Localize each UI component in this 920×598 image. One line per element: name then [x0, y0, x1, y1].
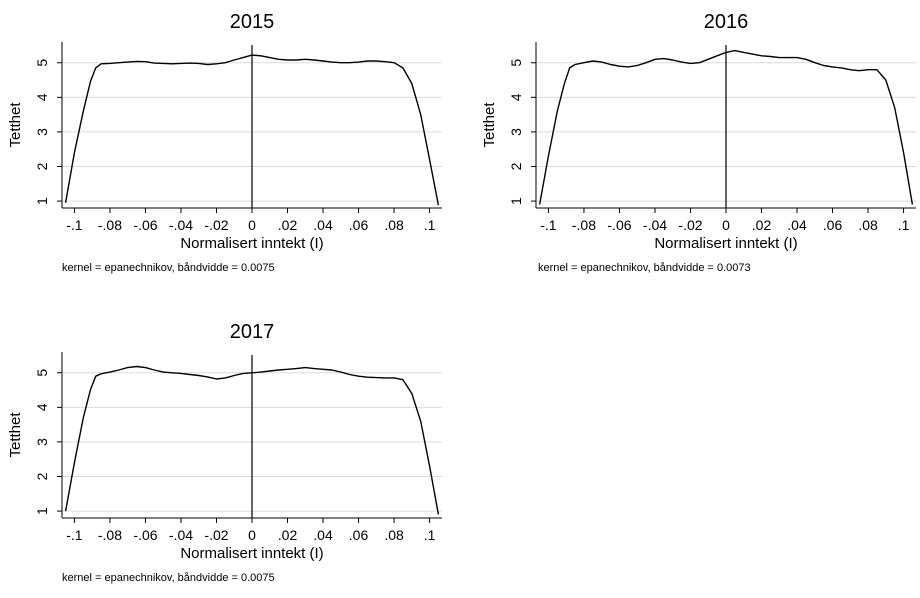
x-tick-label: -.02 [204, 217, 228, 233]
y-tick-label: 1 [34, 507, 50, 515]
x-tick-label: .04 [313, 527, 333, 543]
x-tick-label: .02 [278, 217, 298, 233]
y-axis-label: Tetthet [7, 102, 24, 148]
density-curve [538, 49, 914, 205]
x-tick-label: -.04 [643, 217, 667, 233]
y-tick-label: 5 [34, 59, 50, 67]
kernel-note: kernel = epanechnikov, båndvidde = 0.007… [62, 262, 275, 274]
x-tick-label: .06 [823, 217, 843, 233]
y-tick-label: 5 [34, 369, 50, 377]
y-tick-label: 2 [508, 162, 524, 170]
x-tick-label: .1 [898, 217, 910, 233]
x-tick-label: -.06 [133, 217, 157, 233]
y-tick-label: 1 [34, 197, 50, 205]
x-tick-label: -.08 [98, 527, 122, 543]
chart-panel-2017: 1 2 3 4 5 -.1 -.08 -.06 -.04 -.02 0 .02 .04 .06 .08 .1 2… [7, 321, 442, 584]
density-curve [64, 365, 440, 515]
y-tick-label: 4 [34, 93, 50, 101]
chart-panel-2016: 1 2 3 4 5 -.1 -.08 -.06 -.04 -.02 0 .02 .04 .06 .08 .1 2… [481, 11, 916, 274]
y-tick-label: 2 [34, 162, 50, 170]
y-tick-label: 2 [34, 472, 50, 480]
chart-title: 2016 [704, 11, 749, 33]
x-tick-label: -.02 [678, 217, 702, 233]
x-tick-label: -.02 [204, 527, 228, 543]
chart-title: 2017 [230, 321, 275, 343]
x-tick-label: .04 [313, 217, 333, 233]
x-tick-label: 0 [248, 527, 256, 543]
y-tick-label: 4 [34, 403, 50, 411]
x-tick-label: .08 [384, 217, 404, 233]
x-tick-label: .08 [384, 527, 404, 543]
y-tick-label: 3 [34, 438, 50, 446]
x-tick-label: -.06 [133, 527, 157, 543]
x-tick-label: .06 [349, 217, 369, 233]
x-tick-label: .08 [858, 217, 878, 233]
x-tick-label: -.04 [169, 527, 193, 543]
y-tick-label: 3 [508, 128, 524, 136]
x-tick-label: -.1 [66, 527, 83, 543]
x-tick-label: -.08 [572, 217, 596, 233]
x-axis-label: Normalisert inntekt (I) [180, 545, 323, 562]
kernel-note: kernel = epanechnikov, båndvidde = 0.007… [538, 262, 751, 274]
x-tick-label: .02 [752, 217, 772, 233]
y-tick-label: 5 [508, 59, 524, 67]
x-tick-label: .02 [278, 527, 298, 543]
x-tick-label: -.08 [98, 217, 122, 233]
y-tick-label: 3 [34, 128, 50, 136]
y-axis-label: Tetthet [481, 102, 498, 148]
x-tick-label: .1 [424, 217, 436, 233]
x-tick-label: .1 [424, 527, 436, 543]
y-tick-label: 4 [508, 93, 524, 101]
y-axis-label: Tetthet [7, 412, 24, 458]
x-tick-label: -.04 [169, 217, 193, 233]
x-tick-label: .06 [349, 527, 369, 543]
density-curve [64, 54, 440, 206]
x-tick-label: -.06 [607, 217, 631, 233]
x-tick-label: 0 [248, 217, 256, 233]
chart-title: 2015 [230, 11, 275, 33]
kernel-note: kernel = epanechnikov, båndvidde = 0.007… [62, 572, 275, 584]
y-tick-label: 1 [508, 197, 524, 205]
x-tick-label: .04 [787, 217, 807, 233]
x-tick-label: -.1 [540, 217, 557, 233]
chart-panel-2015: 1 2 3 4 5 -.1 -.08 -.06 -.04 -.02 0 .02 .04 .06 .08 .1 2… [7, 11, 442, 274]
x-axis-label: Normalisert inntekt (I) [654, 235, 797, 252]
x-axis-label: Normalisert inntekt (I) [180, 235, 323, 252]
x-tick-label: -.1 [66, 217, 83, 233]
x-tick-label: 0 [722, 217, 730, 233]
